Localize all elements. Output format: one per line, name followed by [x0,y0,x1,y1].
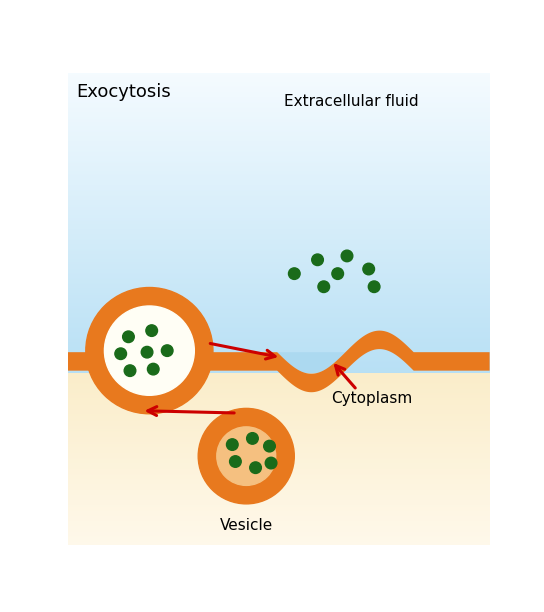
Text: Cytoplasm: Cytoplasm [331,390,413,406]
Circle shape [217,427,276,485]
Circle shape [265,457,277,469]
Circle shape [104,306,194,395]
Text: Extracellular fluid: Extracellular fluid [283,94,418,109]
Circle shape [318,281,330,293]
Circle shape [312,254,323,266]
Circle shape [264,441,275,452]
Circle shape [124,365,136,376]
Circle shape [147,364,159,375]
Circle shape [115,348,127,359]
Polygon shape [68,297,490,392]
Circle shape [332,268,343,280]
Circle shape [230,456,241,468]
Circle shape [198,408,294,504]
Text: Exocytosis: Exocytosis [76,83,170,101]
Circle shape [250,462,261,474]
Circle shape [288,268,300,280]
Circle shape [226,439,238,450]
Circle shape [141,346,153,358]
Circle shape [86,288,213,414]
Circle shape [363,263,374,275]
Circle shape [368,281,380,293]
Circle shape [341,250,353,262]
Circle shape [162,345,173,356]
Circle shape [246,433,258,444]
Circle shape [146,325,158,337]
Text: Vesicle: Vesicle [220,518,273,532]
Circle shape [122,331,134,343]
